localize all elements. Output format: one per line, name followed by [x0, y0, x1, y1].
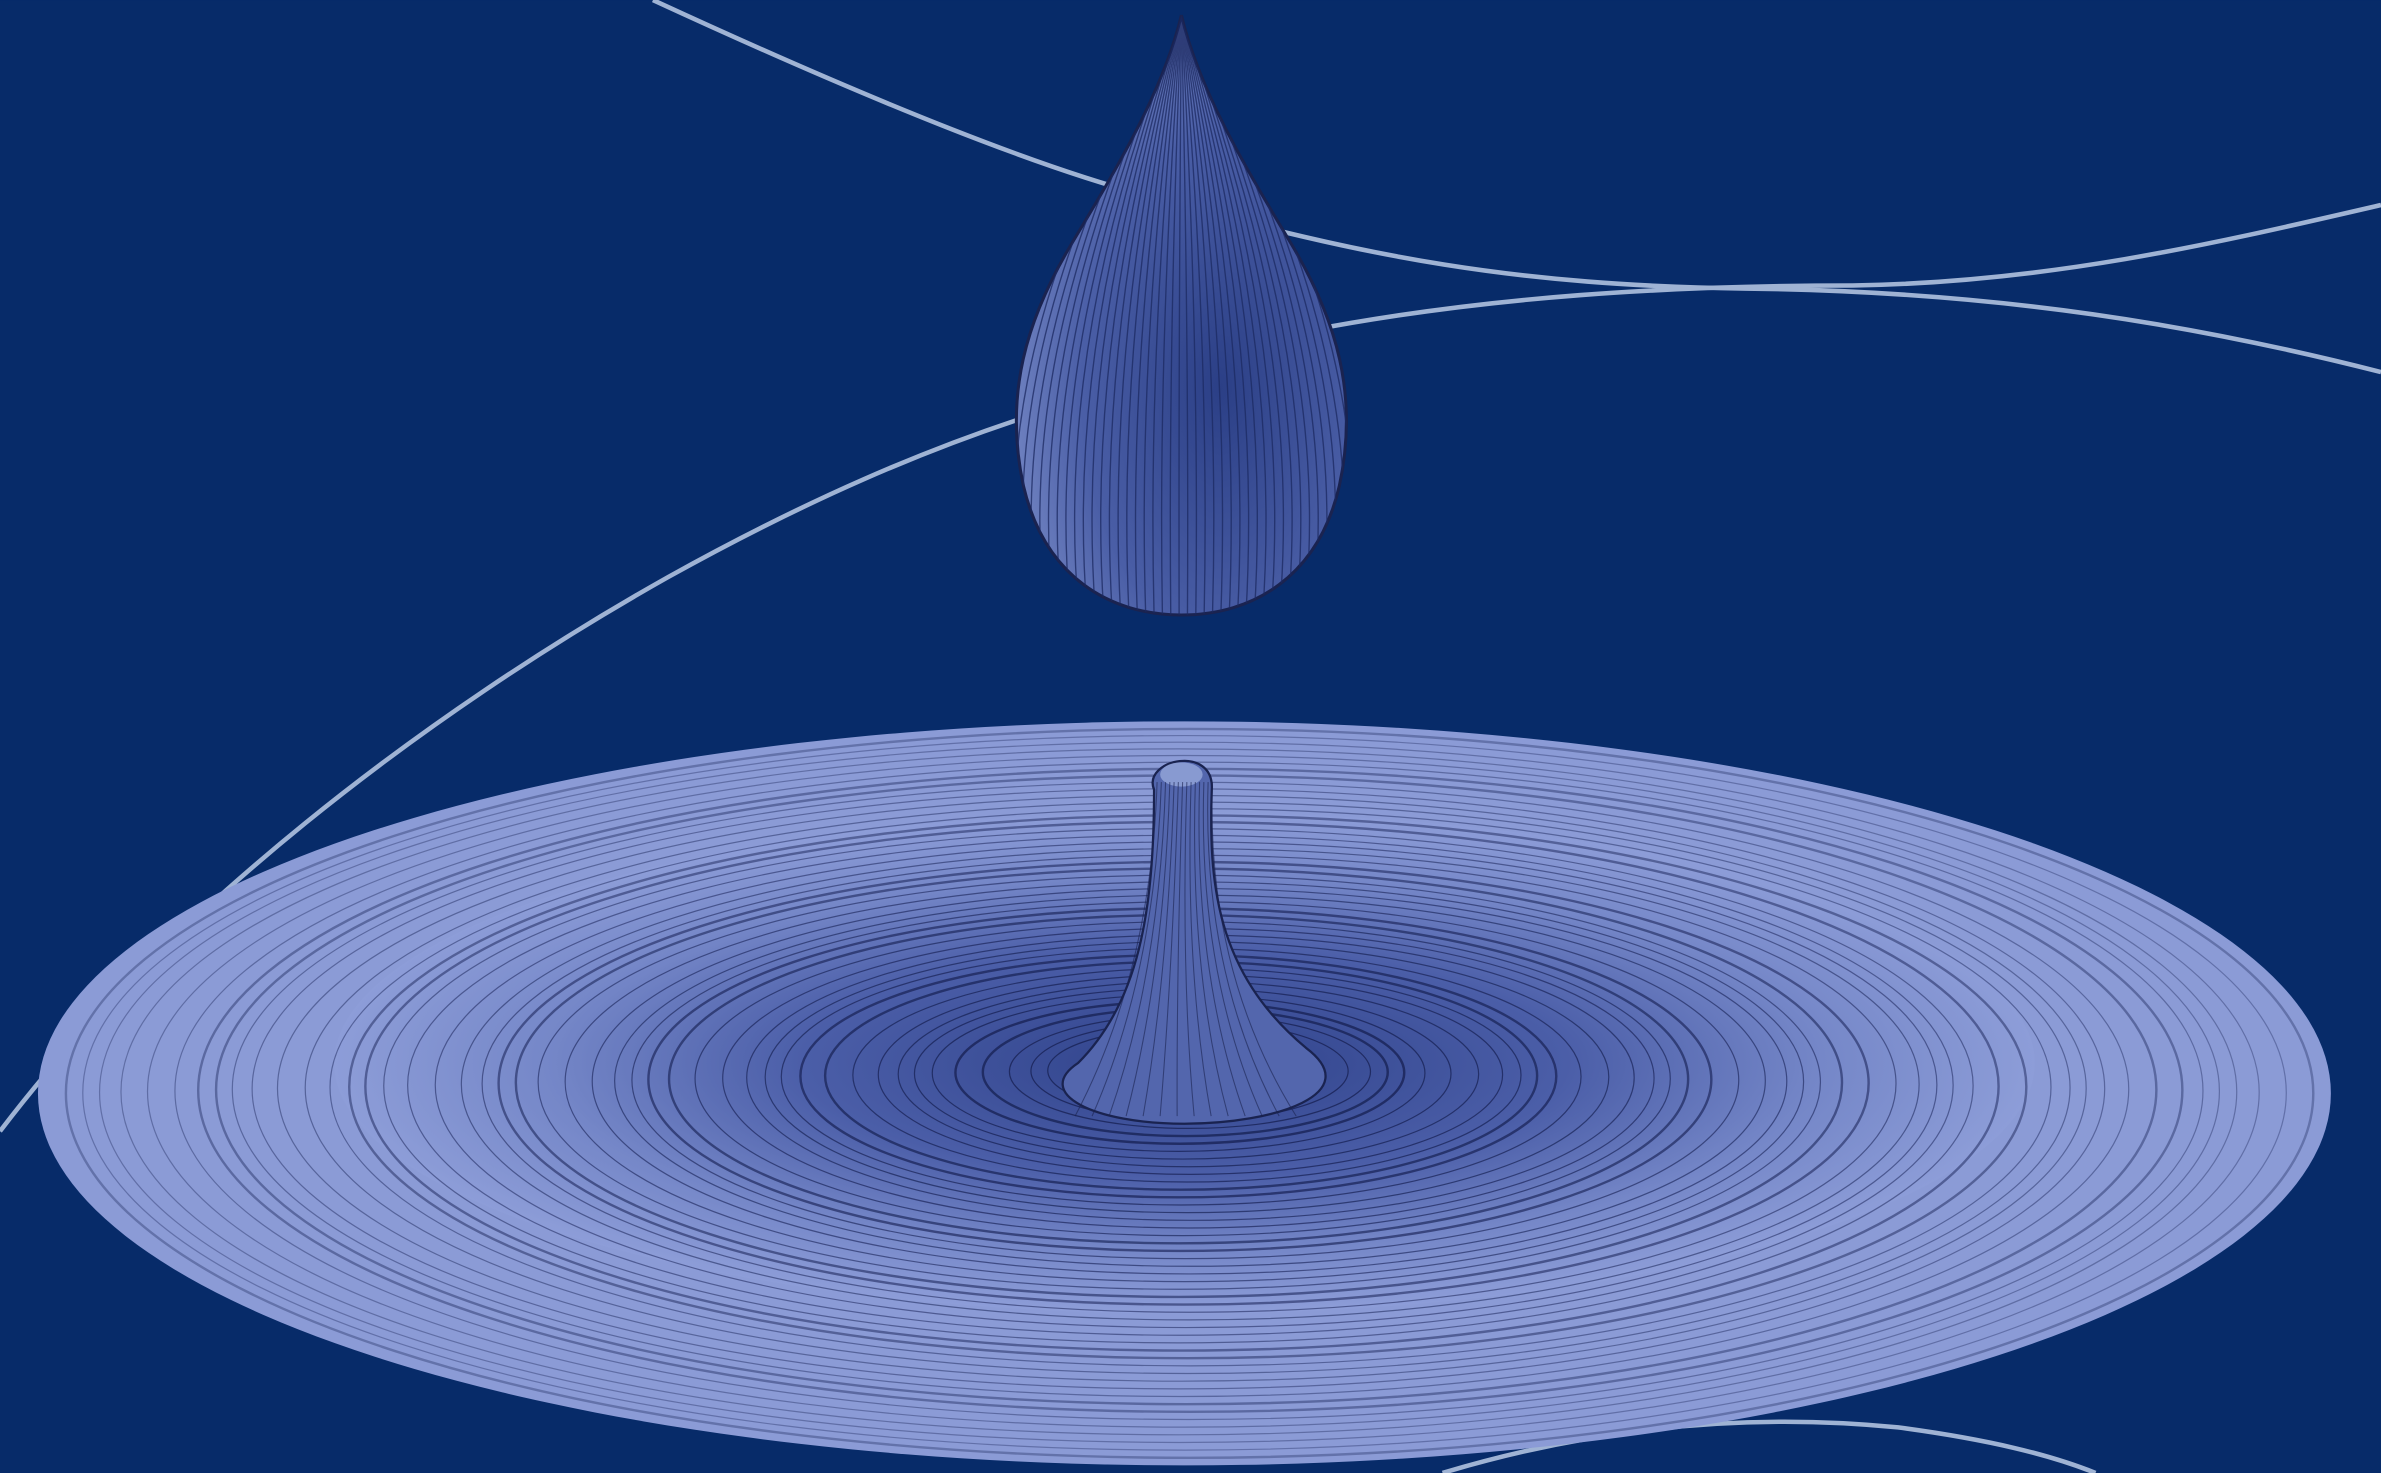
hatch-line	[1180, 15, 1285, 616]
hatch-line	[1180, 15, 1250, 616]
column-hatch	[1207, 782, 1280, 1117]
column-hatch	[1074, 782, 1158, 1117]
column-hatch	[1194, 782, 1229, 1117]
column-hatch	[1108, 782, 1167, 1117]
hatch-line	[1180, 15, 1241, 616]
hatch-line	[1126, 15, 1183, 616]
column-hatch	[1198, 782, 1246, 1117]
hatch-line	[1108, 15, 1183, 616]
hatch-line	[1180, 15, 1189, 616]
hatch-line	[1117, 15, 1183, 616]
hatch-line	[1160, 15, 1183, 616]
hatch-line	[1134, 15, 1183, 616]
drop-body	[1014, 14, 1348, 617]
hatch-line	[1180, 15, 1232, 616]
hatch-line	[1082, 15, 1183, 616]
column-hatch	[1091, 782, 1162, 1117]
hatch-line	[1180, 15, 1276, 616]
column-hatch	[1125, 782, 1171, 1117]
column-hatch	[1211, 782, 1297, 1117]
hatch-line	[1178, 15, 1183, 616]
hatch-line	[1180, 15, 1215, 616]
ripple-ring	[146, 754, 2221, 1428]
splash-column	[1061, 759, 1327, 1125]
curve	[1305, 202, 2381, 334]
hatch-line	[1180, 15, 1267, 616]
ripple-ring	[98, 741, 2260, 1444]
curve	[651, 0, 2381, 375]
hatch-line	[1091, 15, 1183, 616]
column-highlight	[1160, 762, 1203, 787]
hatch-line	[1169, 15, 1183, 616]
ripple-ring	[64, 727, 2315, 1459]
ripple-ring	[120, 748, 2238, 1436]
column-hatch	[1142, 782, 1175, 1117]
hatch-line	[1180, 15, 1258, 616]
column-hatch	[1159, 782, 1179, 1117]
hatch-line	[1100, 15, 1183, 616]
column-hatch	[1189, 782, 1212, 1117]
column-hatch	[1184, 782, 1195, 1117]
hatch-line	[1180, 15, 1198, 616]
ripple-ring	[82, 734, 2287, 1451]
column-hatch	[1202, 782, 1263, 1117]
column-hatch	[1176, 782, 1184, 1117]
hatch-line	[1180, 15, 1224, 616]
hatch-line	[1152, 15, 1183, 616]
hatch-line	[1180, 15, 1206, 616]
hatch-line	[1143, 15, 1183, 616]
